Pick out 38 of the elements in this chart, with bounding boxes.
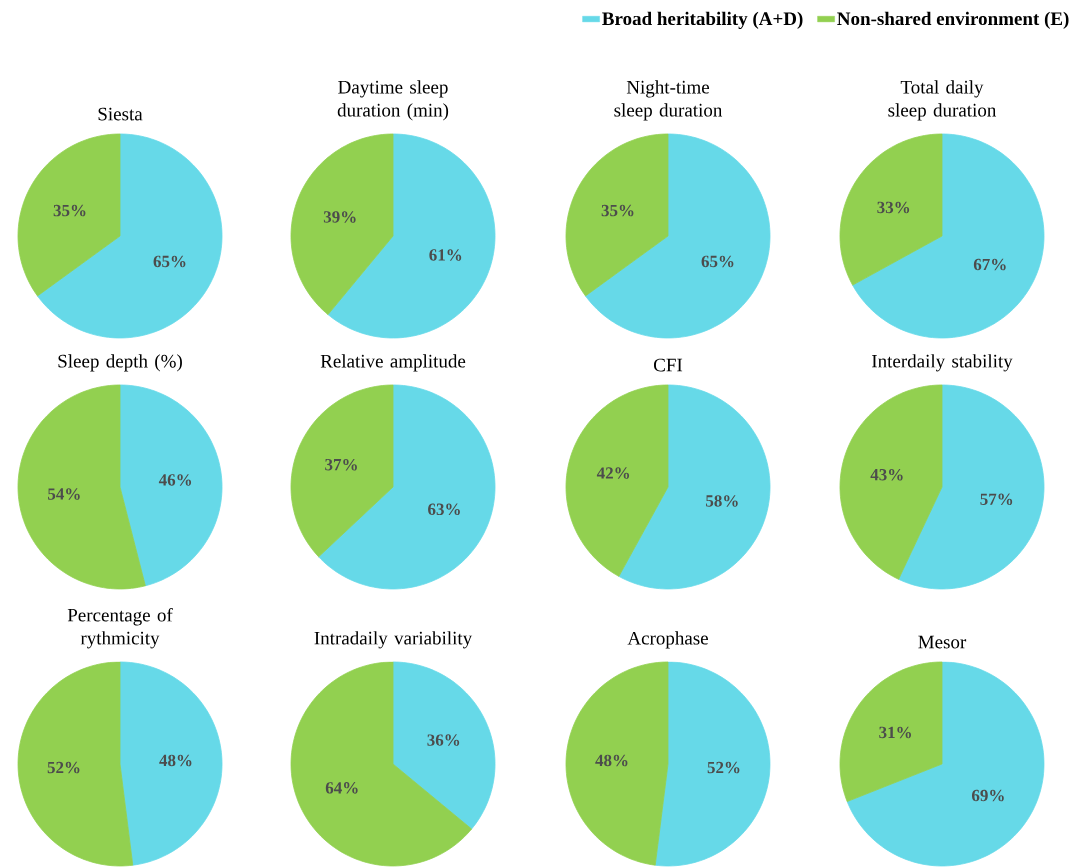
data-label: 67%: [973, 258, 1006, 271]
chart-title: Mesor: [918, 635, 967, 649]
chart-title: Sleep depth (%): [58, 354, 182, 372]
data-label: 37%: [325, 458, 357, 471]
data-label: 65%: [153, 255, 186, 268]
data-label: 48%: [595, 754, 628, 767]
chart-title: Relative amplitude: [320, 354, 466, 372]
data-label: 54%: [48, 488, 80, 500]
data-label: 31%: [879, 726, 912, 739]
data-label: 52%: [47, 761, 80, 774]
chart-title: Siesta: [98, 107, 143, 121]
chart-title: Percentage of rythmicity: [67, 607, 173, 649]
data-label: 61%: [429, 249, 462, 261]
text: Total daily sleep duration: [888, 80, 997, 121]
legend-label: Broad heritability (A+D): [602, 11, 803, 29]
data-label: 69%: [971, 789, 1004, 802]
data-label: 64%: [325, 782, 358, 794]
data-label: 65%: [701, 255, 734, 268]
data-label: 57%: [980, 493, 1013, 505]
data-label: 46%: [158, 474, 192, 486]
chart-title: Night-time sleep duration: [614, 80, 723, 121]
data-label: 42%: [596, 467, 630, 479]
chart-title: Acrophase: [627, 631, 708, 649]
data-label: 48%: [159, 754, 192, 767]
chart-title: Interdaily stability: [871, 354, 1013, 372]
data-label: 35%: [53, 204, 86, 217]
data-label: 36%: [427, 734, 460, 746]
data-label: 43%: [870, 468, 903, 481]
data-label: 58%: [706, 495, 738, 507]
chart-title: CFI: [654, 358, 683, 372]
data-label: 33%: [877, 201, 910, 214]
data-label: 35%: [601, 204, 634, 217]
data-label: 63%: [428, 503, 460, 516]
chart-title: Intradaily variability: [314, 631, 473, 649]
legend-label: Non-shared environment (E): [837, 11, 1069, 29]
data-label: 52%: [707, 761, 740, 774]
data-label: 39%: [323, 211, 356, 223]
chart-title: Daytime sleep duration (min): [337, 80, 449, 121]
